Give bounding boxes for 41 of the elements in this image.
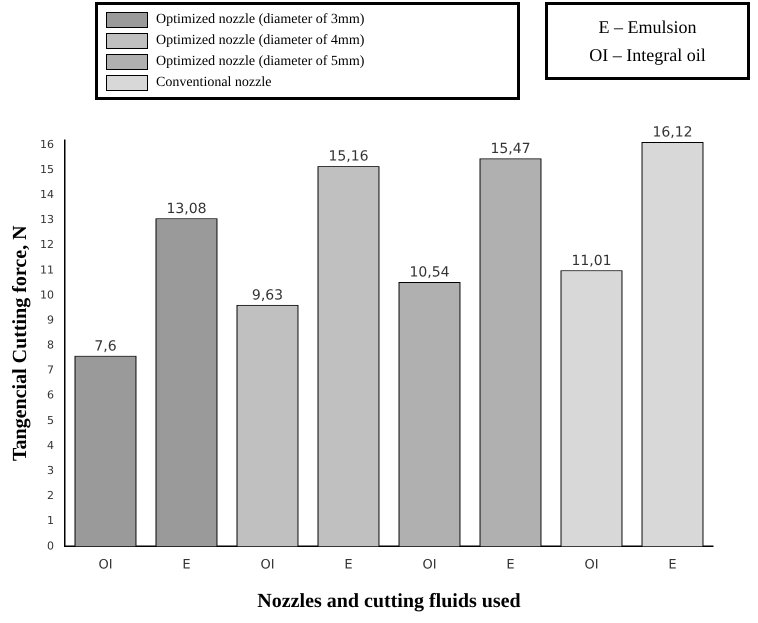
y-tick-label: 2: [46, 489, 54, 502]
data-label: 7,6: [94, 338, 117, 354]
data-label: 9,63: [252, 287, 284, 304]
y-tick-label: 9: [46, 313, 54, 326]
x-tick-label: E: [182, 558, 191, 573]
y-tick-label: 13: [40, 213, 54, 226]
data-label: 11,01: [571, 252, 612, 269]
y-tick-label: 16: [40, 138, 54, 151]
y-tick-label: 12: [40, 238, 54, 252]
text: E – Emulsion: [598, 16, 698, 39]
data-label: 16,12: [652, 124, 693, 141]
y-tick-label: 10: [40, 288, 54, 302]
x-tick-label: OI: [422, 558, 437, 573]
y-tick-label: 3: [46, 464, 54, 477]
x-tick-label: E: [506, 558, 515, 573]
data-label: 15,16: [328, 148, 369, 165]
data-label: 10,54: [409, 264, 450, 281]
x-tick-label: E: [668, 558, 677, 573]
legend-label: Conventional nozzle: [156, 74, 272, 90]
y-tick-label: 11: [40, 263, 54, 276]
x-tick-label: OI: [98, 558, 113, 573]
y-tick-label: 1: [46, 514, 54, 528]
legend-label: Optimized nozzle (diameter of 5mm): [156, 54, 364, 70]
data-label: 15,47: [490, 140, 531, 157]
y-tick-label: 8: [46, 338, 54, 352]
x-axis-title: Nozzles and cutting fluids used: [257, 590, 521, 612]
y-tick-label: 4: [46, 438, 54, 452]
y-tick-label: 14: [40, 188, 54, 202]
y-tick-label: 5: [46, 414, 54, 427]
x-tick-label: E: [344, 558, 353, 573]
y-axis-title: Tangencial Cutting force, N: [9, 224, 32, 461]
data-label: 13,08: [166, 200, 207, 217]
y-tick-label: 0: [46, 539, 54, 552]
x-tick-label: OI: [260, 558, 275, 573]
text: OI – Integral oil: [588, 44, 707, 67]
legend-label: Optimized nozzle (diameter of 4mm): [156, 32, 364, 48]
y-tick-label: 7: [46, 364, 54, 377]
x-tick-label: OI: [584, 558, 599, 573]
y-tick-label: 6: [46, 388, 54, 402]
y-tick-label: 15: [40, 162, 54, 176]
legend-label: Optimized nozzle (diameter of 3mm): [156, 12, 364, 28]
